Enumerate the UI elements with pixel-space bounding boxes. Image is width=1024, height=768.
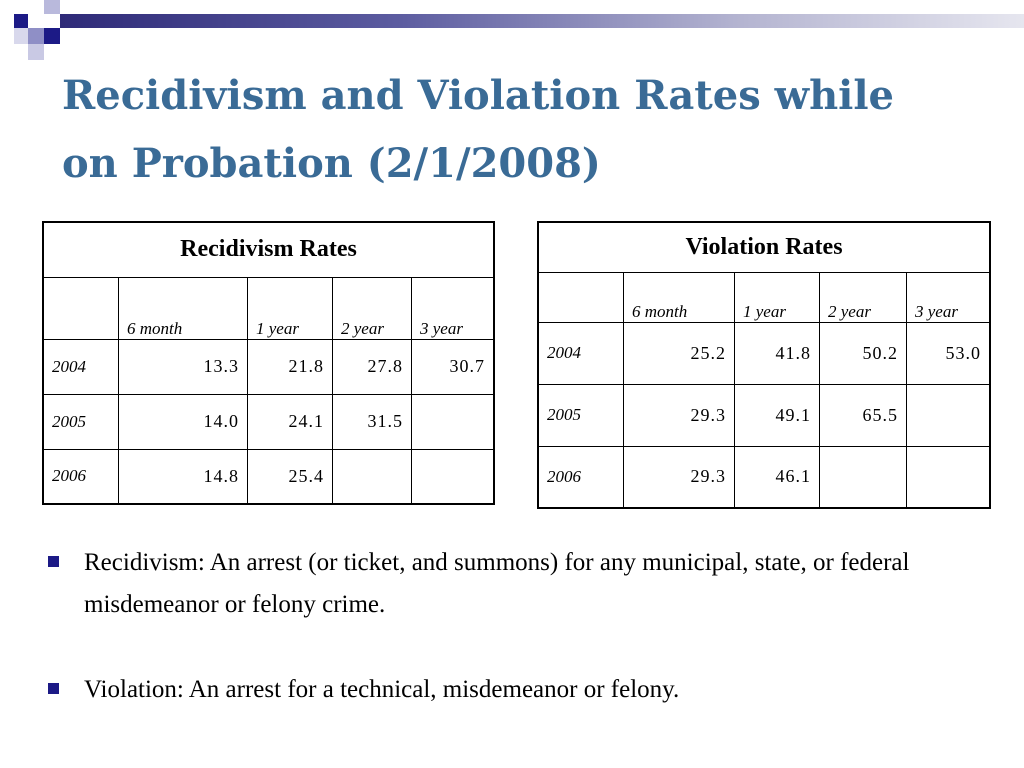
header-square — [14, 14, 28, 28]
slide-title-line2: on Probation (2/1/2008) — [62, 140, 601, 187]
table-row: 2006 29.3 46.1 — [537, 445, 991, 509]
bullet-text-violation: Violation: An arrest for a technical, mi… — [84, 676, 680, 703]
table-cell: 27.8 — [332, 338, 412, 395]
column-header: 1 year — [247, 276, 333, 340]
column-header: 2 year — [332, 276, 412, 340]
square-bullet-icon — [48, 683, 59, 694]
row-year: 2006 — [42, 448, 119, 505]
table-cell: 21.8 — [247, 338, 333, 395]
row-year: 2005 — [42, 393, 119, 450]
column-header: 6 month — [118, 276, 248, 340]
table-cell: 25.2 — [623, 321, 735, 385]
definitions-list: Recidivism: An arrest (or ticket, and su… — [44, 542, 944, 711]
column-header: 3 year — [411, 276, 495, 340]
table-caption: Recidivism Rates — [42, 221, 495, 278]
row-year: 2004 — [537, 321, 624, 385]
header-square — [28, 14, 44, 28]
table-cell: 49.1 — [734, 383, 820, 447]
list-item: Recidivism: An arrest (or ticket, and su… — [44, 542, 944, 626]
header-square — [44, 0, 60, 14]
table-header-row: 6 month 1 year 2 year 3 year — [537, 271, 991, 323]
table-cell: 65.5 — [819, 383, 907, 447]
header-square — [28, 44, 44, 60]
table-caption: Violation Rates — [537, 221, 991, 273]
slide-title: Recidivism and Violation Rates while on … — [62, 62, 1002, 198]
header-square — [28, 28, 44, 44]
violation-rates-table: Violation Rates 6 month 1 year 2 year 3 … — [537, 221, 991, 509]
column-header: 2 year — [819, 271, 907, 323]
table-cell — [906, 445, 991, 509]
square-bullet-icon — [48, 556, 59, 567]
table-row: 2005 29.3 49.1 65.5 — [537, 383, 991, 447]
table-cell — [332, 448, 412, 505]
table-cell — [819, 445, 907, 509]
table-row: 2004 25.2 41.8 50.2 53.0 — [537, 321, 991, 385]
table-row: 2005 14.0 24.1 31.5 — [42, 393, 495, 450]
header-square — [44, 28, 60, 44]
table-cell: 46.1 — [734, 445, 820, 509]
header-band — [60, 14, 1024, 28]
row-year: 2006 — [537, 445, 624, 509]
table-cell: 14.8 — [118, 448, 248, 505]
column-header: 3 year — [906, 271, 991, 323]
table-cell: 31.5 — [332, 393, 412, 450]
column-header: 6 month — [623, 271, 735, 323]
table-cell: 30.7 — [411, 338, 495, 395]
recidivism-rates-table: Recidivism Rates 6 month 1 year 2 year 3… — [42, 221, 495, 505]
slide-title-line1: Recidivism and Violation Rates while — [62, 72, 894, 119]
table-row: 2004 13.3 21.8 27.8 30.7 — [42, 338, 495, 395]
header-square — [14, 28, 28, 44]
row-year: 2005 — [537, 383, 624, 447]
column-header-empty — [42, 276, 119, 340]
table-caption-text: Recidivism Rates — [180, 236, 357, 263]
table-cell — [411, 448, 495, 505]
list-item: Violation: An arrest for a technical, mi… — [44, 669, 944, 711]
table-cell: 25.4 — [247, 448, 333, 505]
table-cell: 41.8 — [734, 321, 820, 385]
table-header-row: 6 month 1 year 2 year 3 year — [42, 276, 495, 340]
table-cell: 29.3 — [623, 383, 735, 447]
table-caption-text: Violation Rates — [685, 233, 843, 260]
table-cell: 14.0 — [118, 393, 248, 450]
column-header: 1 year — [734, 271, 820, 323]
bullet-text-recidivism: Recidivism: An arrest (or ticket, and su… — [84, 549, 910, 618]
table-cell: 13.3 — [118, 338, 248, 395]
row-year: 2004 — [42, 338, 119, 395]
table-cell: 24.1 — [247, 393, 333, 450]
table-cell — [906, 383, 991, 447]
table-cell: 29.3 — [623, 445, 735, 509]
column-header-empty — [537, 271, 624, 323]
table-cell: 50.2 — [819, 321, 907, 385]
table-cell: 53.0 — [906, 321, 991, 385]
table-row: 2006 14.8 25.4 — [42, 448, 495, 505]
table-cell — [411, 393, 495, 450]
